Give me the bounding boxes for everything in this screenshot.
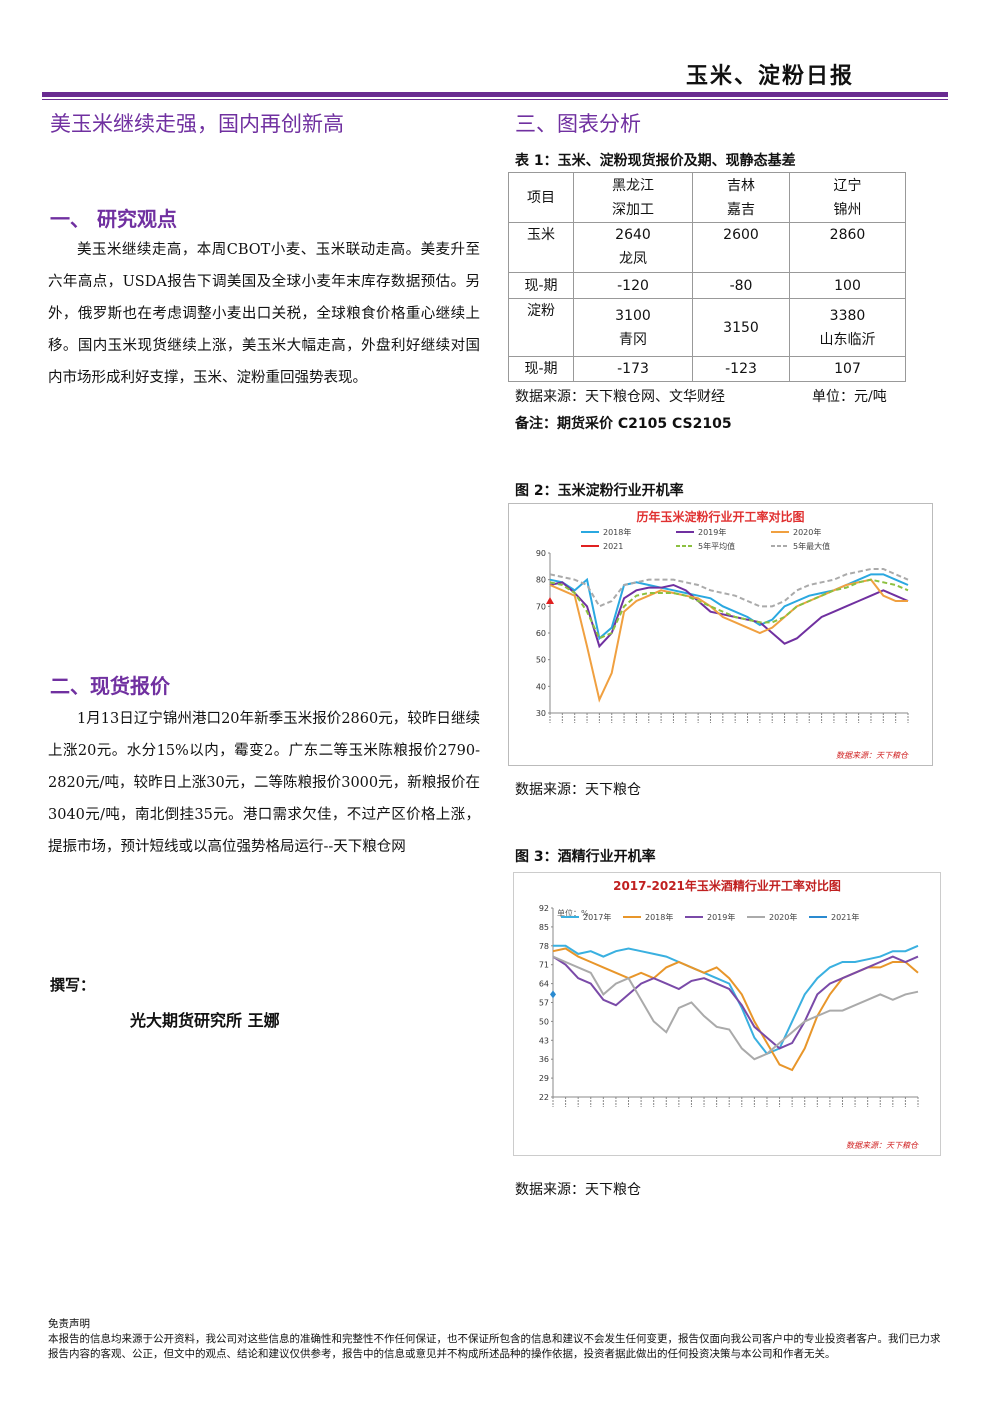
headline: 美玉米继续走强，国内再创新高	[50, 112, 344, 136]
chart: 历年玉米淀粉行业开工率对比图 30 40 50 60 70 80 90 2018年 2019年 20…	[508, 503, 933, 766]
table-source: 数据来源：天下粮仓网、文华财经	[515, 389, 725, 405]
cell: -80	[692, 272, 790, 299]
cell-note: 山东临沂	[819, 331, 876, 348]
y-tick-label: 70	[536, 602, 546, 611]
cell-note: 青冈	[619, 331, 647, 348]
cell: 现-期	[508, 356, 574, 382]
cell: -173	[573, 356, 693, 382]
figure-source: 数据来源：天下粮仓	[515, 1182, 641, 1198]
legend-label: 2019年	[707, 912, 735, 922]
legend-label: 2020年	[769, 912, 797, 922]
y-tick-label: 50	[539, 1017, 549, 1026]
cell: 吉林 嘉吉	[692, 172, 790, 223]
cell: 辽宁 锦州	[789, 172, 906, 223]
data-point	[546, 597, 554, 604]
header-title: 玉米、淀粉日报	[686, 63, 855, 89]
author-name: 光大期货研究所 王娜	[130, 1011, 280, 1030]
chart-title: 2017-2021年玉米酒精行业开工率对比图	[613, 878, 841, 893]
y-tick-label: 78	[539, 942, 549, 951]
series-line	[552, 955, 919, 1050]
chart-title: 历年玉米淀粉行业开工率对比图	[636, 509, 804, 524]
author-label: 撰写：	[50, 976, 96, 994]
y-tick-label: 85	[539, 923, 549, 932]
legend-label: 2018年	[603, 527, 631, 537]
y-tick-label: 22	[539, 1093, 549, 1102]
y-tick-label: 90	[536, 549, 546, 558]
header-rule	[42, 99, 948, 100]
cell: 黑龙江 深加工	[573, 172, 693, 223]
cell: -120	[573, 272, 693, 299]
cell: 玉米	[508, 222, 574, 273]
chart-subtitle: 单位：%	[557, 908, 589, 918]
cell: 项目	[508, 172, 574, 223]
y-tick-label: 57	[539, 999, 549, 1008]
table: 项目 黑龙江 深加工 吉林 嘉吉 辽宁 锦州 玉米 2640 龙凤 2600 2860 现-期…	[508, 172, 906, 382]
cell: 2640	[615, 227, 651, 243]
y-tick-label: 43	[539, 1036, 549, 1045]
table-caption: 表 1：玉米、淀粉现货报价及期、现静态基差	[515, 153, 796, 169]
y-tick-label: 40	[536, 682, 546, 691]
series-line	[549, 578, 908, 703]
cell: 现-期	[508, 272, 574, 299]
cell: 2600	[692, 222, 790, 273]
header-rule	[42, 92, 948, 97]
y-tick-label: 30	[536, 709, 546, 718]
y-tick-label: 36	[539, 1055, 549, 1064]
section-title: 三、图表分析	[515, 112, 641, 136]
y-tick-label: 50	[536, 656, 546, 665]
legend-label: 2021年	[831, 912, 859, 922]
disclaimer-body: 本报告的信息均来源于公开资料，我公司对这些信息的准确性和完整性不作任何保证，也不…	[48, 1333, 941, 1360]
y-tick-label: 80	[536, 576, 546, 585]
series-line	[549, 578, 909, 640]
cell: 淀粉	[508, 298, 574, 357]
legend-label: 2021	[603, 542, 623, 551]
cell: 3100	[615, 307, 651, 324]
legend-label: 2020年	[793, 527, 821, 537]
chart-note: 数据来源：天下粮仓	[836, 751, 909, 760]
cell-note: 龙凤	[619, 251, 647, 267]
legend-label: 5年平均值	[698, 541, 735, 551]
table-unit: 单位：元/吨	[812, 389, 887, 405]
y-tick-label: 60	[536, 629, 546, 638]
figure-caption: 图 3：酒精行业开机率	[515, 849, 656, 865]
paragraph: 美玉米继续走高，本周CBOT小麦、玉米联动走高。美麦升至六年高点，USDA报告下…	[48, 242, 480, 386]
disclaimer-title: 免责声明	[48, 1318, 90, 1330]
cell: 100	[789, 272, 906, 299]
y-tick-label: 64	[539, 980, 549, 989]
data-point	[550, 990, 556, 999]
cell: 107	[789, 356, 906, 382]
chart-frame	[513, 872, 941, 1156]
legend-label: 2019年	[698, 527, 726, 537]
y-tick-label: 71	[539, 961, 549, 970]
series-line	[552, 955, 919, 1061]
figure-caption: 图 2：玉米淀粉行业开机率	[515, 483, 684, 499]
cell: 3380	[829, 307, 866, 324]
cell: 2860	[789, 222, 906, 273]
section-title: 一、 研究观点	[50, 207, 177, 231]
figure-source: 数据来源：天下粮仓	[515, 782, 641, 798]
cell: 3150	[692, 298, 790, 357]
y-tick-label: 92	[539, 904, 549, 913]
chart-note: 数据来源：天下粮仓	[846, 1141, 919, 1150]
y-tick-label: 29	[539, 1074, 549, 1083]
legend-label: 2017年	[583, 912, 611, 922]
legend-label: 2018年	[645, 912, 673, 922]
paragraph: 1月13日辽宁锦州港口20年新季玉米报价2860元，较昨日继续上涨20元。水分1…	[48, 711, 480, 855]
series-line	[549, 568, 909, 608]
section-title: 二、现货报价	[50, 674, 170, 698]
chart-frame	[508, 503, 933, 766]
series-line	[549, 581, 909, 649]
legend-label: 5年最大值	[793, 541, 830, 551]
cell: -123	[692, 356, 790, 382]
table-note: 备注：期货采价 C2105 CS2105	[515, 416, 732, 432]
